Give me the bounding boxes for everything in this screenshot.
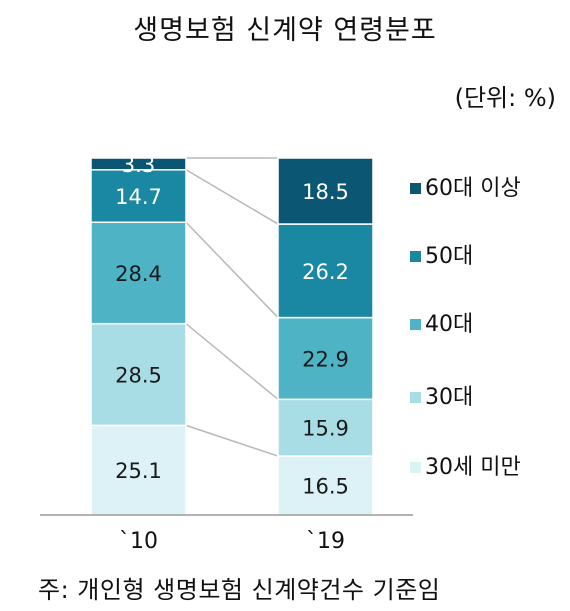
x-tick-label: `10: [119, 529, 158, 554]
x-tick-label: `19: [306, 529, 345, 554]
data-label: 25.1: [115, 459, 162, 483]
data-label: 15.9: [302, 417, 349, 441]
bar-segment: [90, 322, 187, 427]
bar-segment: [277, 223, 374, 319]
bar-segment: [90, 157, 187, 171]
bar-segment: [277, 316, 374, 401]
legend-label: 50대: [425, 244, 473, 269]
data-label: 28.4: [115, 262, 162, 286]
data-label: 26.2: [302, 260, 349, 284]
data-label: 16.5: [302, 475, 349, 499]
connector-line: [185, 221, 279, 319]
legend-swatch: [410, 392, 421, 403]
bar-segment: [277, 157, 374, 225]
connector-line: [185, 169, 279, 225]
data-label: 18.5: [302, 180, 349, 204]
chart-title: 생명보험 신계약 연령분포: [133, 15, 437, 46]
data-label: 28.5: [115, 364, 162, 388]
data-label: 22.9: [302, 347, 349, 371]
bar-segment: [90, 221, 187, 325]
data-label: 3.3: [122, 153, 155, 177]
data-label: 14.7: [115, 185, 162, 209]
legend-label: 60대 이상: [425, 176, 521, 201]
bar-segment: [90, 169, 187, 224]
legend-label: 40대: [425, 312, 473, 337]
unit-label: (단위: %): [454, 84, 556, 112]
connector-line: [185, 323, 279, 400]
legend-swatch: [410, 319, 421, 330]
legend-label: 30대: [425, 385, 473, 410]
legend-swatch: [410, 183, 421, 194]
bar-segment: [277, 398, 374, 457]
legend-swatch: [410, 251, 421, 262]
legend-label: 30세 미만: [425, 455, 521, 480]
connector-line: [185, 424, 279, 457]
legend-swatch: [410, 462, 421, 473]
footnote: 주: 개인형 생명보험 신계약건수 기준임: [38, 576, 441, 604]
